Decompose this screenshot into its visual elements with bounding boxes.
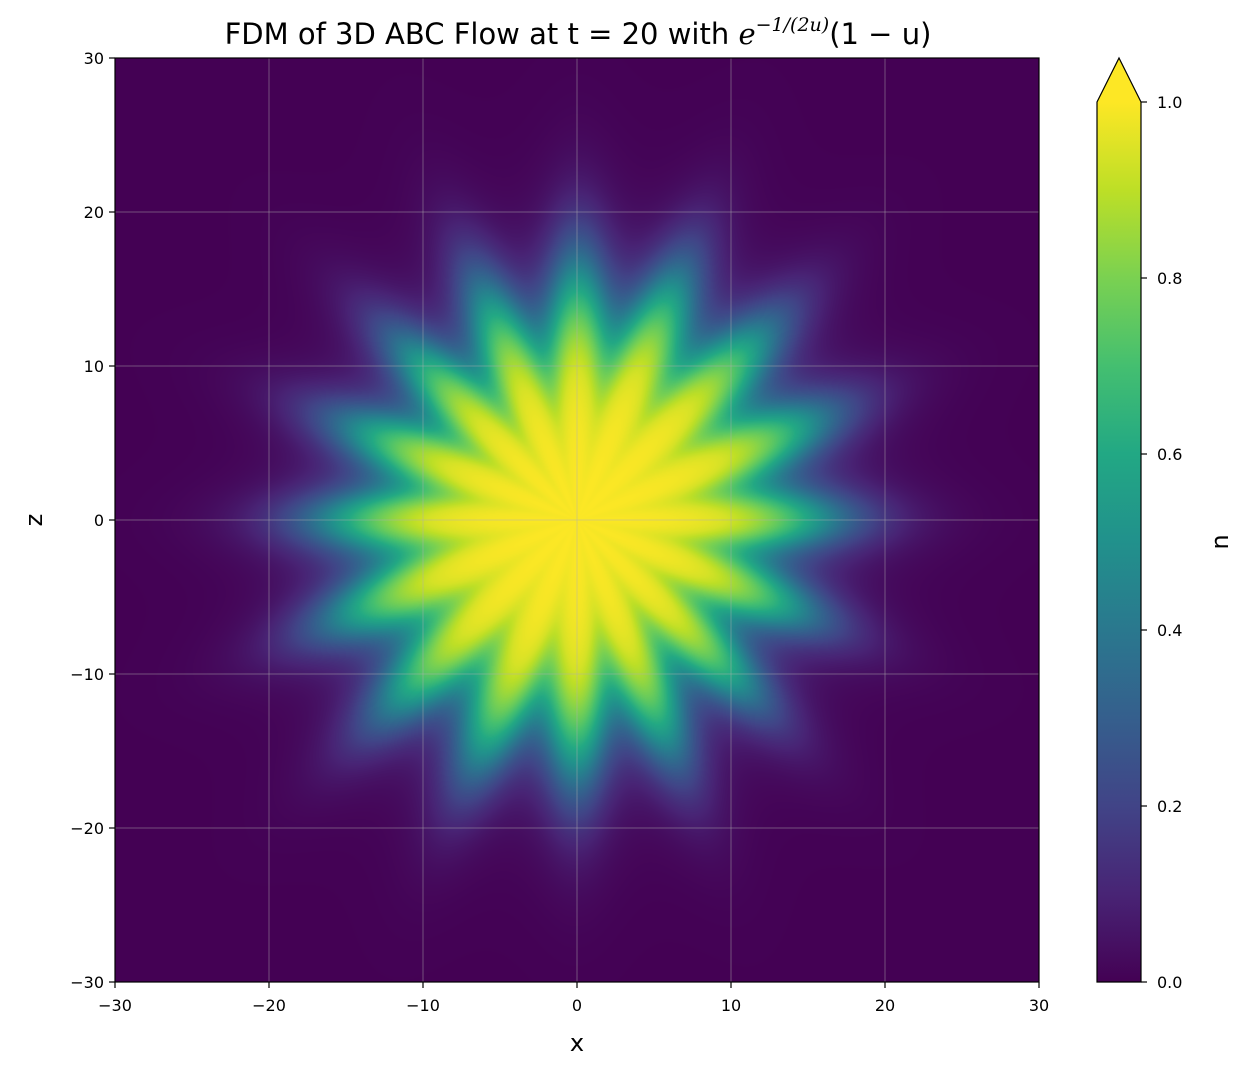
colorbar-tick-label-3: 0.6 — [1157, 445, 1182, 464]
x-tick-label-1: −20 — [252, 996, 286, 1015]
y-tick-label-1: −20 — [70, 819, 104, 838]
x-axis-ticks: −30 −20 −10 0 10 20 30 — [98, 982, 1049, 1015]
y-tick-label-2: −10 — [70, 665, 104, 684]
x-tick-label-6: 30 — [1029, 996, 1049, 1015]
title-base: e — [738, 17, 755, 51]
colorbar-gradient — [1097, 102, 1141, 982]
colorbar-label: u — [1209, 534, 1237, 549]
y-tick-label-0: −30 — [70, 973, 104, 992]
grid-lines — [115, 58, 1039, 982]
colorbar-tick-label-0: 0.0 — [1157, 973, 1182, 992]
heatmap-image — [115, 58, 1039, 982]
y-tick-label-3: 0 — [94, 511, 104, 530]
colorbar-extend-max — [1097, 58, 1141, 102]
y-tick-label-6: 30 — [84, 49, 104, 68]
x-axis-label: x — [570, 1029, 584, 1057]
colorbar-outline — [1096, 56, 1142, 983]
colorbar-tick-label-1: 0.2 — [1157, 797, 1182, 816]
x-tick-label-0: −30 — [98, 996, 132, 1015]
title-prefix: FDM of 3D ABC Flow at t = 20 with — [225, 17, 739, 51]
y-axis-label: z — [20, 514, 48, 527]
colorbar-tick-label-5: 1.0 — [1157, 93, 1182, 112]
title-exponent: −1/(2u) — [756, 14, 830, 36]
x-tick-label-5: 20 — [875, 996, 895, 1015]
y-tick-label-5: 20 — [84, 203, 104, 222]
colorbar-tick-label-4: 0.8 — [1157, 269, 1182, 288]
colorbar-ticks: 0.0 0.2 0.4 0.6 0.8 1.0 — [1141, 93, 1182, 992]
x-tick-label-4: 10 — [721, 996, 741, 1015]
chart-title: FDM of 3D ABC Flow at t = 20 with e−1/(2… — [225, 14, 932, 51]
title-suffix: (1 − u) — [829, 17, 931, 51]
y-axis-ticks: −30 −20 −10 0 10 20 30 — [70, 49, 115, 992]
x-tick-label-3: 0 — [572, 996, 582, 1015]
colorbar-tick-label-2: 0.4 — [1157, 621, 1182, 640]
y-tick-label-4: 10 — [84, 357, 104, 376]
heatmap-container — [115, 58, 1039, 982]
x-tick-label-2: −10 — [406, 996, 440, 1015]
